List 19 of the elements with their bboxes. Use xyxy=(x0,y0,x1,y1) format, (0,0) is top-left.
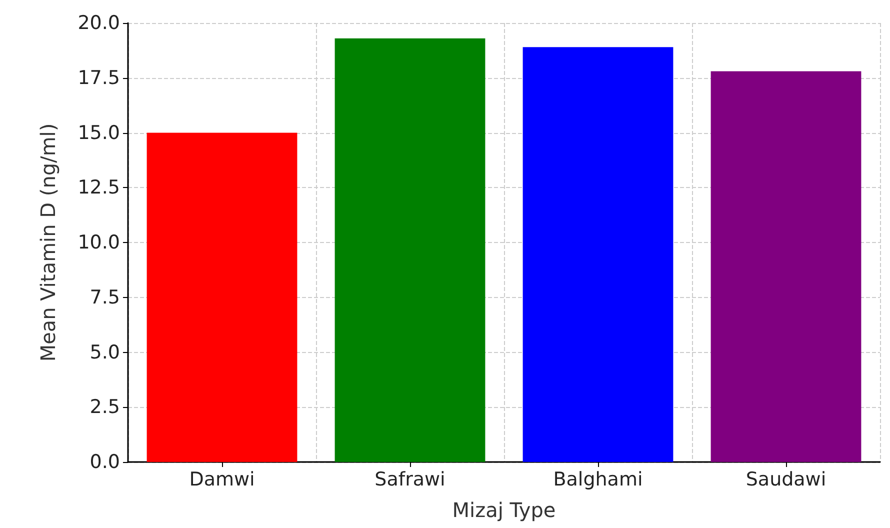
bar xyxy=(334,38,486,462)
y-tick-label: 15.0 xyxy=(78,122,120,144)
y-tick-label: 0.0 xyxy=(90,451,120,473)
y-tick-label: 17.5 xyxy=(78,66,120,89)
y-tick-label: 7.5 xyxy=(90,286,120,308)
x-axis-title: Mizaj Type xyxy=(452,498,556,522)
x-tick-label: Saudawi xyxy=(746,468,826,490)
x-tick-label: Safrawi xyxy=(374,468,446,490)
y-tick-label: 12.5 xyxy=(78,176,120,199)
y-tick-label: 20.0 xyxy=(78,12,120,34)
bar xyxy=(522,47,674,462)
y-tick-label: 5.0 xyxy=(90,341,120,364)
y-tick-label: 2.5 xyxy=(90,396,120,418)
y-axis-title: Mean Vitamin D (ng/ml) xyxy=(36,123,60,362)
x-tick-label: Damwi xyxy=(189,468,255,490)
x-tick-label: Balghami xyxy=(553,468,643,490)
y-tick-label: 10.0 xyxy=(78,232,120,254)
bar xyxy=(710,71,862,462)
bar xyxy=(146,132,298,462)
